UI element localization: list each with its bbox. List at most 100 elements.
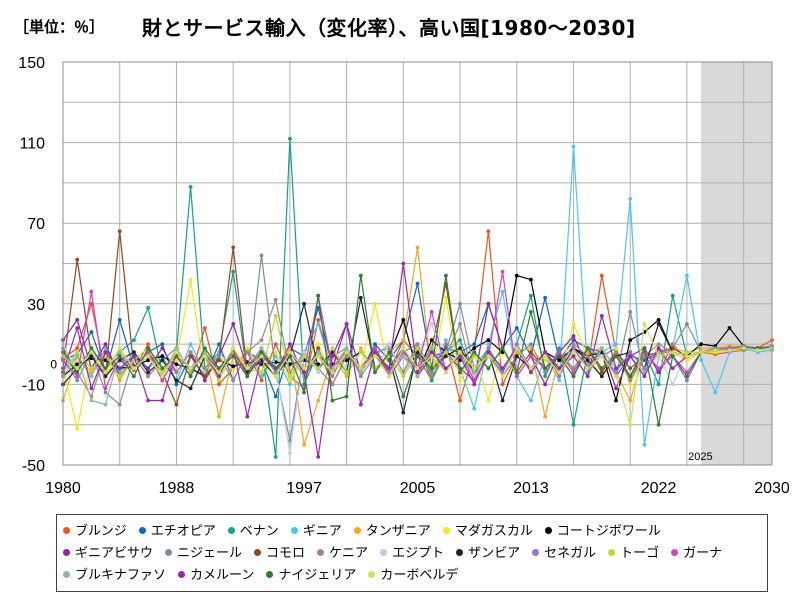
data-point [217,358,221,363]
data-point [727,348,732,352]
data-point [444,370,448,375]
data-point [685,322,689,326]
data-point [500,374,505,379]
legend-label: タンザニア [365,524,431,539]
data-point [330,354,335,359]
legend-label: コモロ [266,546,306,561]
legend-item: タンザニア [353,522,431,542]
data-point [529,350,533,355]
data-point [543,295,547,300]
data-point [656,354,661,359]
data-point [75,318,80,322]
legend-item: ニジェール [165,544,242,564]
data-point [174,370,179,375]
data-point [614,366,618,371]
data-point [472,382,477,387]
data-point [429,366,434,371]
data-point [614,346,618,350]
data-point [444,273,448,278]
data-point [685,374,689,379]
data-point [330,382,335,387]
data-point [486,354,491,359]
data-point [316,370,321,375]
data-point [330,366,335,371]
data-point [330,374,335,379]
legend-label: コートジボワール [556,524,661,539]
legend-item: ギニアビサウ [63,544,153,564]
data-point [373,301,377,306]
data-point [628,338,633,342]
data-point [188,386,193,391]
data-point [656,322,661,326]
legend-item: コモロ [254,544,305,564]
data-point [656,370,661,375]
data-point [614,370,618,375]
data-point [245,346,250,350]
legend-marker [63,571,70,578]
data-point [146,354,151,359]
legend-label: マダガスカル [454,524,533,539]
data-point [188,374,193,379]
data-point [160,366,165,371]
legend-item: ベナン [227,522,279,542]
data-point [330,398,335,403]
data-point [557,350,562,355]
data-point [217,414,221,419]
unit-label: ［単位：％］ [14,18,105,36]
legend-item: ガーナ [671,544,722,564]
data-point [302,301,306,306]
data-point [458,346,462,350]
axis-labels: -50 -10 30 70 110 150 0 1980 1988 1997 2005 2013 202… [18,55,790,497]
data-point [117,350,122,355]
series-カーボベルデ [61,322,774,427]
data-point [358,366,363,371]
data-point [458,354,462,359]
legend-label: ブルキナファソ [75,568,167,583]
legend-marker [138,527,146,534]
data-point [557,366,562,371]
data-point [429,354,434,359]
data-point [344,370,349,375]
data-point [401,346,406,350]
forecast-year-label: 2025 [688,451,712,463]
data-point [529,398,533,403]
data-point [599,346,604,350]
data-point [188,350,193,355]
data-point [571,350,576,355]
data-point [529,310,533,314]
data-point [458,398,462,403]
data-point [174,354,179,359]
y-tick-label: -50 [22,458,45,475]
data-point [231,364,236,369]
data-point [656,346,661,350]
data-point [670,366,675,371]
data-point [174,382,179,387]
data-point [656,422,661,427]
data-point [458,301,462,306]
data-point [231,322,236,326]
legend-label: ガーナ [683,546,723,561]
data-point [174,402,179,407]
data-point [401,410,406,415]
data-point [429,322,434,326]
data-point [231,354,236,359]
data-point [316,346,321,350]
data-point [217,366,221,371]
data-point [415,281,420,286]
legend-label: ベナン [239,524,279,539]
data-point [146,346,151,350]
data-point [75,257,80,262]
data-point [117,346,122,350]
data-point [302,442,306,447]
data-point [642,358,647,363]
data-point [89,350,94,355]
data-point [514,342,519,346]
data-point [415,366,420,371]
data-point [174,378,179,383]
data-point [557,370,562,375]
data-point [89,386,94,391]
data-point [89,330,94,334]
data-point [472,350,477,355]
data-point [401,261,406,266]
legend-marker [380,549,388,556]
